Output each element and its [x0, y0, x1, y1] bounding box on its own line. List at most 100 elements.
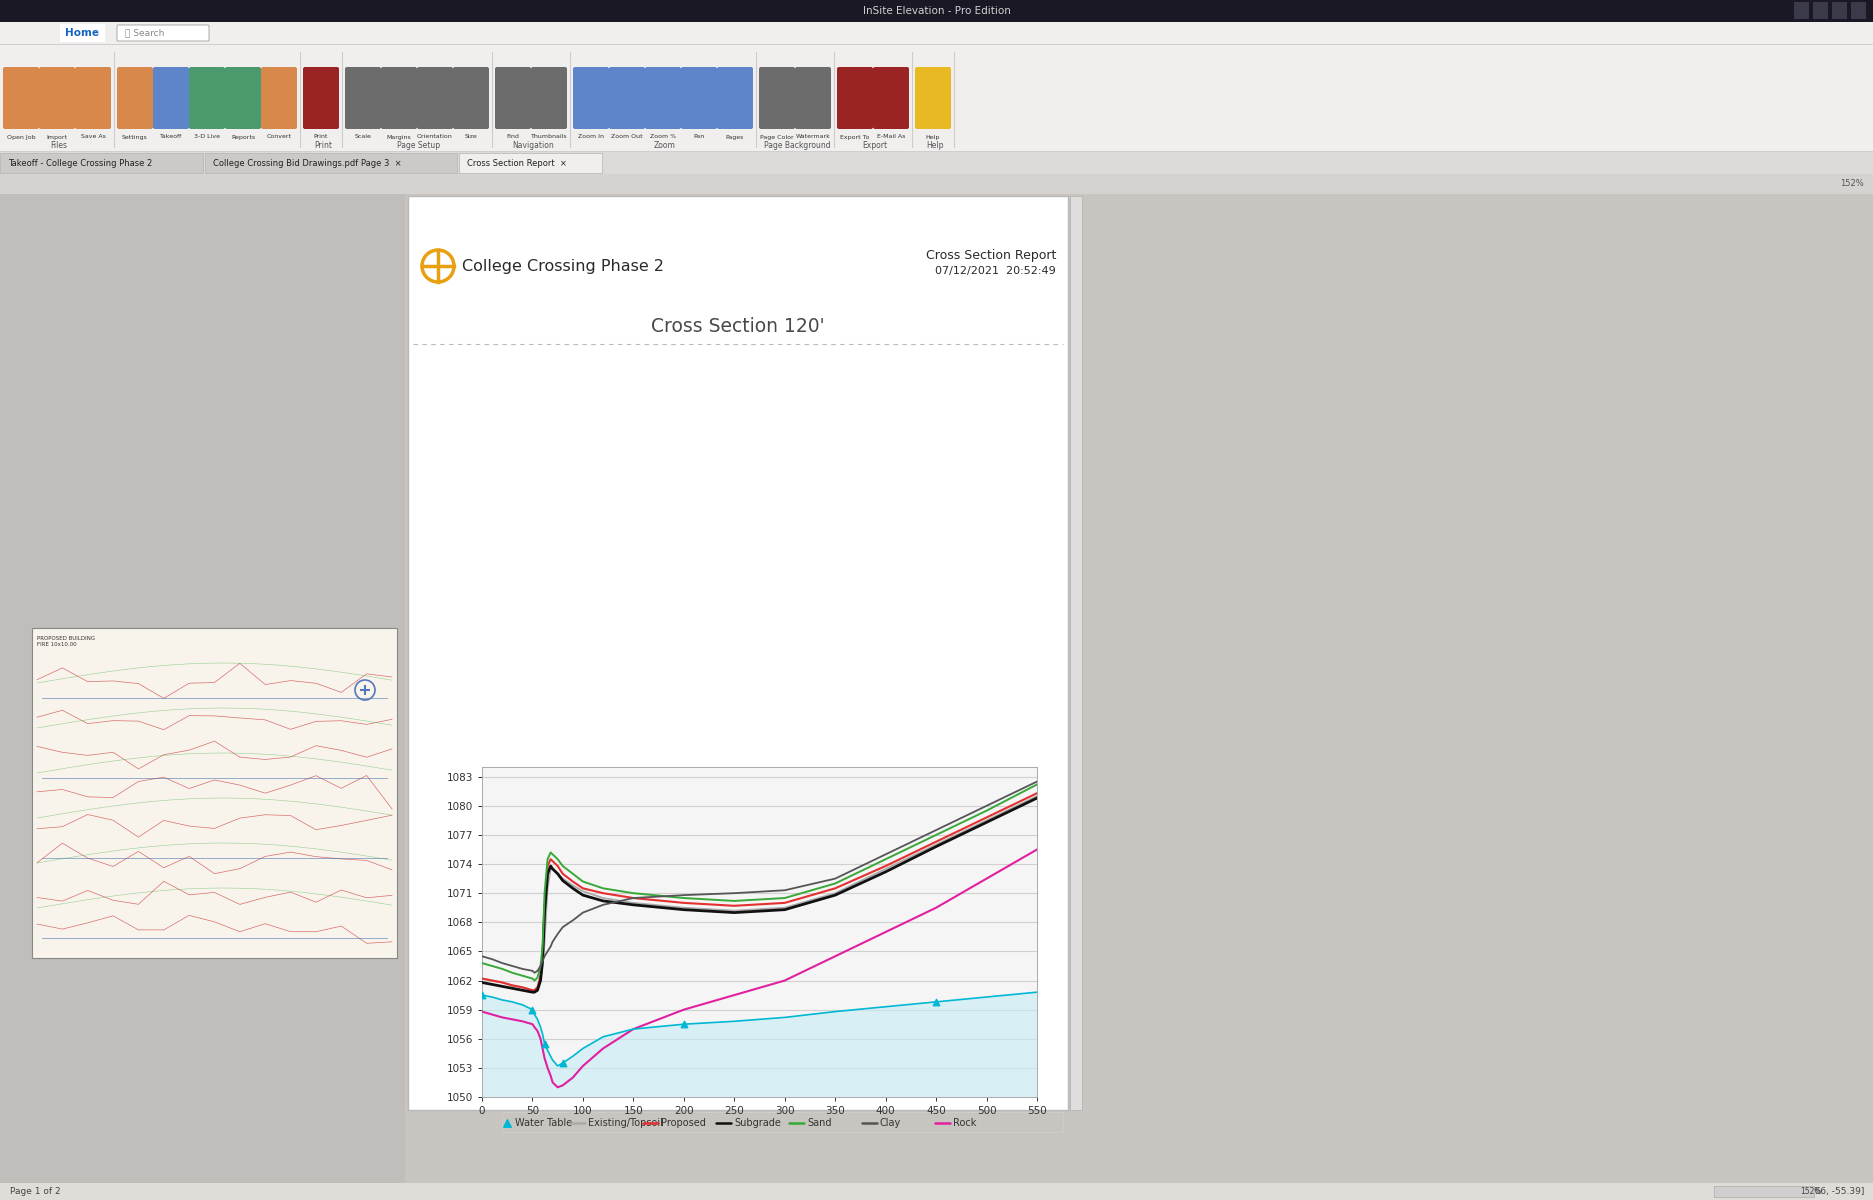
Bar	[1714, 1186, 1813, 1198]
Text: Help: Help	[925, 134, 940, 139]
Bar	[1069, 196, 1081, 1110]
FancyBboxPatch shape	[303, 67, 339, 128]
Bar	[0, 22, 1873, 44]
Text: Help: Help	[925, 142, 944, 150]
Text: Export: Export	[862, 142, 888, 150]
Text: Print: Print	[313, 134, 328, 139]
Text: Print: Print	[315, 142, 332, 150]
FancyBboxPatch shape	[39, 67, 75, 128]
Bar	[1811, 2, 1826, 19]
Text: Pages: Pages	[725, 134, 744, 139]
Text: Page Background: Page Background	[764, 142, 830, 150]
Text: Page Setup: Page Setup	[397, 142, 440, 150]
Bar	[0, 194, 405, 1183]
Bar	[459, 152, 601, 173]
FancyBboxPatch shape	[116, 67, 154, 128]
FancyBboxPatch shape	[717, 67, 753, 128]
Text: Clay: Clay	[880, 1118, 901, 1128]
Text: Size: Size	[465, 134, 478, 139]
Text: Navigation: Navigation	[511, 142, 554, 150]
Text: Save As: Save As	[81, 134, 105, 139]
Bar	[0, 152, 1873, 174]
Text: 152%: 152%	[1839, 180, 1864, 188]
Text: 3-D Live: 3-D Live	[195, 134, 219, 139]
Text: ⌕ Search: ⌕ Search	[125, 29, 165, 37]
Text: Convert: Convert	[266, 134, 292, 139]
FancyBboxPatch shape	[345, 67, 380, 128]
FancyBboxPatch shape	[530, 67, 568, 128]
Text: Reports: Reports	[230, 134, 255, 139]
Text: Zoom %: Zoom %	[650, 134, 676, 139]
Text: Subgrade: Subgrade	[734, 1118, 781, 1128]
FancyBboxPatch shape	[116, 25, 210, 41]
Text: Cross Section Report  ×: Cross Section Report ×	[466, 158, 568, 168]
Text: Find: Find	[506, 134, 519, 139]
Text: PROPOSED BUILDING
FIRE 10x10.00: PROPOSED BUILDING FIRE 10x10.00	[37, 636, 96, 647]
Text: Export To: Export To	[839, 134, 869, 139]
Point	[517, 1000, 547, 1019]
Point	[669, 1015, 699, 1034]
Bar	[1792, 2, 1807, 19]
Text: Files: Files	[51, 142, 67, 150]
Text: Settings: Settings	[122, 134, 148, 139]
FancyBboxPatch shape	[418, 67, 453, 128]
Bar	[0, 1183, 1873, 1200]
Point	[922, 992, 951, 1012]
Text: Margins: Margins	[386, 134, 412, 139]
Text: Zoom Out: Zoom Out	[611, 134, 642, 139]
FancyBboxPatch shape	[837, 67, 873, 128]
FancyBboxPatch shape	[380, 67, 418, 128]
Text: College Crossing Phase 2: College Crossing Phase 2	[463, 258, 663, 274]
Text: Open Job: Open Job	[7, 134, 36, 139]
Text: Zoom: Zoom	[654, 142, 676, 150]
Text: Page Color: Page Color	[760, 134, 794, 139]
FancyBboxPatch shape	[873, 67, 908, 128]
FancyBboxPatch shape	[225, 67, 260, 128]
FancyBboxPatch shape	[453, 67, 489, 128]
Bar	[0, 44, 1873, 152]
FancyBboxPatch shape	[609, 67, 644, 128]
FancyBboxPatch shape	[494, 67, 530, 128]
Point	[350, 680, 380, 700]
FancyBboxPatch shape	[573, 67, 609, 128]
Text: [617.66, -55.39]: [617.66, -55.39]	[1791, 1187, 1864, 1196]
Text: Takeoff: Takeoff	[159, 134, 182, 139]
FancyBboxPatch shape	[4, 67, 39, 128]
FancyBboxPatch shape	[260, 67, 296, 128]
Text: Zoom In: Zoom In	[577, 134, 603, 139]
FancyBboxPatch shape	[154, 67, 189, 128]
Bar	[408, 196, 1068, 1110]
Bar	[0, 0, 1873, 22]
Bar	[502, 1112, 1062, 1132]
FancyBboxPatch shape	[644, 67, 680, 128]
Text: Thumbnails: Thumbnails	[530, 134, 568, 139]
FancyBboxPatch shape	[759, 67, 794, 128]
Text: College Crossing Bid Drawings.pdf Page 3  ×: College Crossing Bid Drawings.pdf Page 3…	[214, 158, 401, 168]
Text: Cross Section 120': Cross Section 120'	[650, 317, 824, 336]
Text: Sand: Sand	[807, 1118, 832, 1128]
Text: Takeoff - College Crossing Phase 2: Takeoff - College Crossing Phase 2	[7, 158, 152, 168]
Text: Water Table: Water Table	[515, 1118, 571, 1128]
Point	[547, 1054, 577, 1073]
Text: Existing/Topsoil: Existing/Topsoil	[588, 1118, 663, 1128]
Bar	[1851, 2, 1866, 19]
Bar	[0, 152, 202, 173]
Text: Rock: Rock	[953, 1118, 976, 1128]
Text: Cross Section Report: Cross Section Report	[925, 250, 1056, 263]
Bar	[0, 174, 1873, 194]
Text: Home: Home	[66, 28, 99, 38]
Text: 152%: 152%	[1800, 1187, 1821, 1196]
Point	[493, 1114, 523, 1133]
Text: E-Mail As: E-Mail As	[877, 134, 905, 139]
Bar	[1832, 2, 1847, 19]
Bar	[60, 24, 105, 42]
FancyBboxPatch shape	[680, 67, 717, 128]
Bar	[32, 628, 397, 958]
Text: Import: Import	[47, 134, 67, 139]
FancyBboxPatch shape	[189, 67, 225, 128]
Bar	[204, 152, 457, 173]
FancyBboxPatch shape	[794, 67, 830, 128]
Text: InSite Elevation - Pro Edition: InSite Elevation - Pro Edition	[863, 6, 1010, 16]
Text: Scale: Scale	[354, 134, 371, 139]
Text: Proposed: Proposed	[661, 1118, 706, 1128]
